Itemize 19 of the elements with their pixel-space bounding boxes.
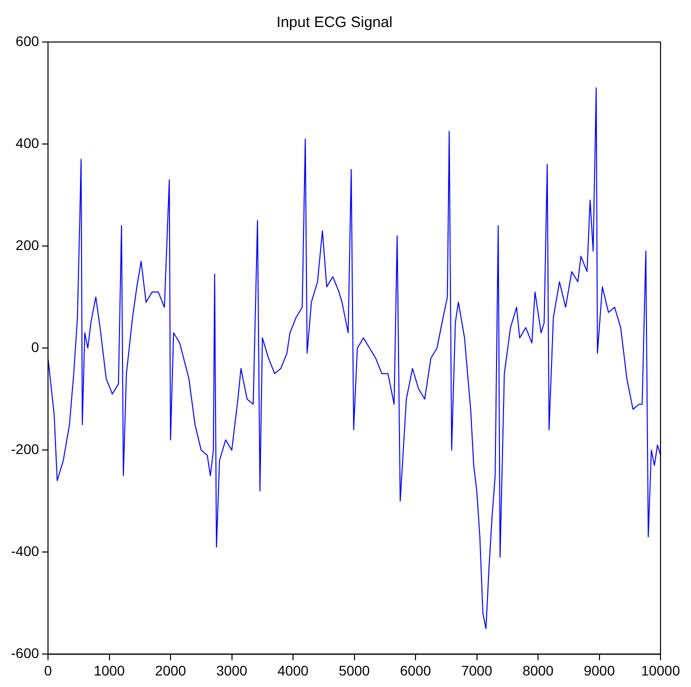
chart-title: Input ECG Signal <box>276 14 392 32</box>
y-tick-label: 200 <box>16 236 40 253</box>
y-tick-label: 0 <box>31 338 40 355</box>
y-tick-label: -400 <box>10 543 40 560</box>
y-tick-label: -600 <box>10 645 40 662</box>
y-tick-label: -200 <box>10 440 40 457</box>
x-tick-label: 10000 <box>641 662 680 678</box>
x-tick-label: 4000 <box>277 662 309 678</box>
x-tick-label: 0 <box>44 662 52 678</box>
x-tick-label: 8000 <box>522 662 554 678</box>
y-tick-label: 400 <box>16 134 40 151</box>
x-tick-label: 5000 <box>338 662 370 678</box>
x-tick-label: 6000 <box>400 662 432 678</box>
x-tick-label: 2000 <box>154 662 186 678</box>
x-tick-label: 9000 <box>584 662 616 678</box>
x-tick-label: 7000 <box>461 662 493 678</box>
x-tick-label: 1000 <box>94 662 126 678</box>
x-tick-label: 3000 <box>216 662 248 678</box>
y-tick-label: 600 <box>16 32 40 49</box>
